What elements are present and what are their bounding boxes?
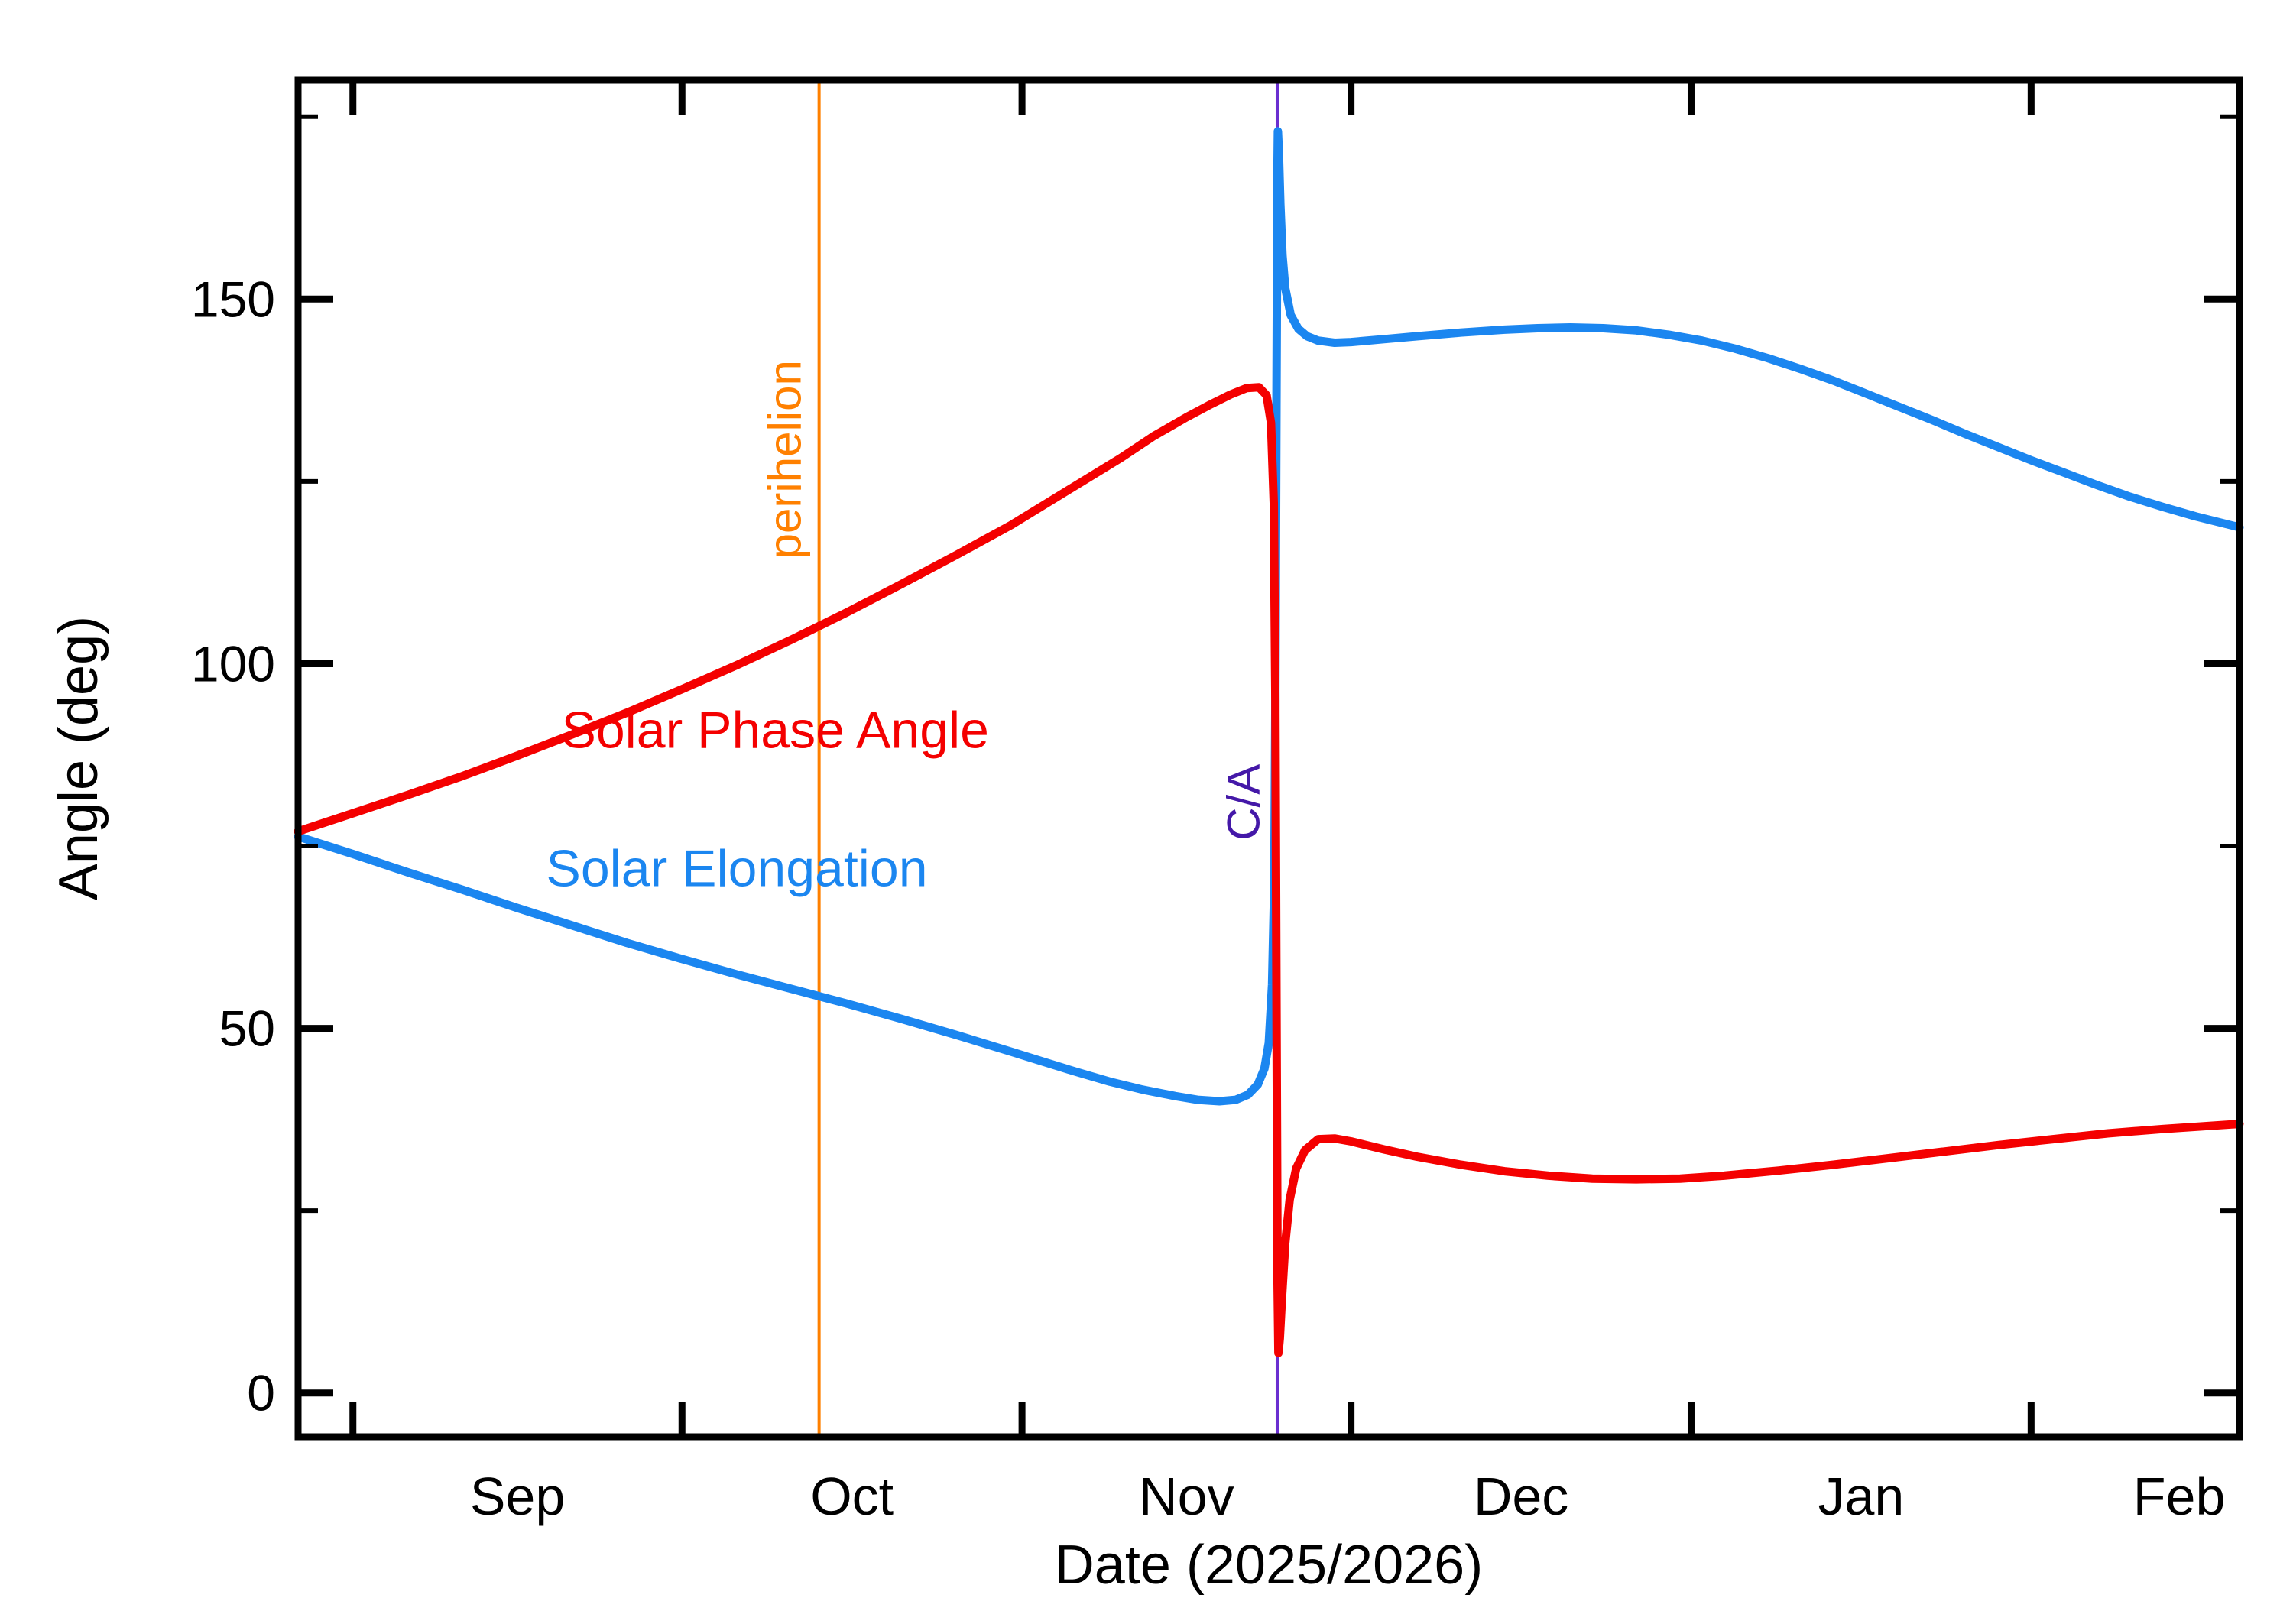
y-tick-label-100: 100 — [191, 635, 275, 692]
plot-frame — [294, 76, 2243, 1441]
y-tick-label-50: 50 — [219, 1000, 275, 1057]
x-axis-title: Date (2025/2026) — [1054, 1535, 1484, 1596]
y-tick-label-150: 150 — [191, 271, 275, 327]
series-label-solar-phase-angle: Solar Phase Angle — [561, 701, 989, 759]
x-tick-label-feb: Feb — [2133, 1467, 2226, 1526]
series-line-solar-elongation — [294, 127, 2244, 1106]
series-line-solar-phase-angle — [294, 383, 2244, 1357]
y-tick-label-0: 0 — [247, 1365, 275, 1421]
close-approach-label: C/A — [1218, 764, 1269, 841]
y-axis-title: Angle (deg) — [48, 615, 109, 901]
x-tick-label-jan: Jan — [1818, 1467, 1904, 1526]
x-tick-label-dec: Dec — [1474, 1467, 1568, 1526]
series-label-solar-elongation: Solar Elongation — [546, 840, 928, 898]
perihelion-label: perihelion — [760, 360, 811, 559]
x-tick-label-nov: Nov — [1139, 1467, 1234, 1526]
x-tick-label-oct: Oct — [810, 1467, 894, 1526]
x-tick-label-sep: Sep — [470, 1467, 566, 1526]
